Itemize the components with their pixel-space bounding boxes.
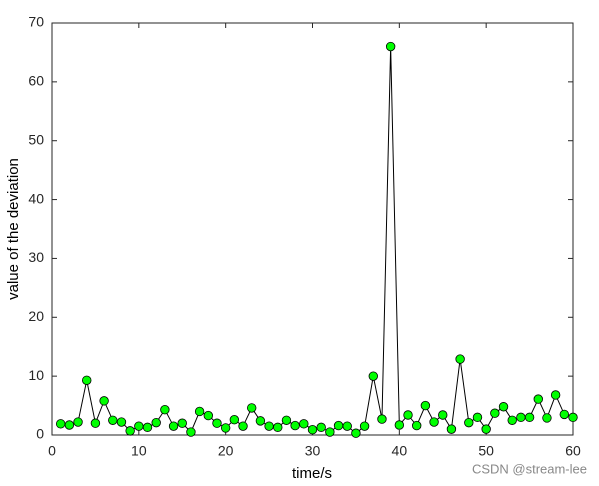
- marker: [429, 417, 439, 427]
- marker: [359, 421, 370, 431]
- marker: [316, 422, 326, 433]
- marker: [299, 419, 309, 429]
- marker: [168, 421, 179, 431]
- marker: [412, 420, 422, 431]
- x-tick-label: 20: [218, 443, 234, 459]
- marker: [307, 425, 318, 435]
- marker: [160, 404, 170, 415]
- marker: [134, 421, 144, 431]
- marker: [151, 417, 161, 428]
- y-tick-label: 10: [28, 367, 44, 383]
- marker: [498, 402, 509, 412]
- marker: [516, 412, 526, 423]
- marker: [438, 410, 448, 420]
- marker: [273, 422, 283, 433]
- marker: [229, 414, 240, 425]
- x-tick-label: 40: [392, 443, 408, 459]
- marker: [264, 421, 274, 431]
- marker: [55, 419, 66, 429]
- marker: [281, 415, 292, 425]
- marker: [247, 403, 257, 413]
- marker: [394, 420, 405, 430]
- marker: [385, 41, 396, 52]
- marker: [142, 422, 153, 433]
- marker: [186, 427, 196, 437]
- marker: [420, 400, 431, 411]
- marker: [342, 421, 352, 431]
- marker: [203, 410, 214, 421]
- marker: [90, 418, 101, 428]
- marker: [542, 413, 552, 423]
- marker: [455, 354, 465, 364]
- plot-area: [51, 22, 574, 436]
- marker: [212, 418, 222, 428]
- y-tick-label: 20: [28, 308, 44, 324]
- marker: [73, 417, 83, 427]
- x-tick-label: 10: [131, 443, 147, 459]
- watermark: CSDN @stream-lee: [472, 461, 587, 476]
- marker: [82, 375, 92, 385]
- y-tick-label: 0: [36, 426, 44, 442]
- marker: [99, 396, 109, 406]
- x-tick-label: 50: [478, 443, 494, 459]
- marker: [194, 406, 205, 417]
- marker: [524, 412, 535, 423]
- marker: [559, 409, 570, 420]
- marker: [125, 426, 135, 436]
- marker: [568, 412, 578, 423]
- marker: [333, 420, 344, 431]
- marker: [108, 415, 118, 425]
- x-axis-label: time/s: [292, 465, 332, 482]
- marker: [507, 415, 517, 425]
- marker: [351, 428, 361, 438]
- marker: [550, 390, 561, 400]
- marker: [325, 427, 335, 437]
- marker: [220, 423, 231, 433]
- marker: [481, 424, 491, 434]
- y-tick-label: 70: [28, 14, 44, 30]
- marker: [290, 420, 300, 431]
- marker: [238, 421, 248, 431]
- y-tick-label: 60: [28, 73, 44, 89]
- y-axis-label: value of the deviation: [5, 158, 22, 300]
- marker: [377, 414, 387, 424]
- marker: [255, 416, 266, 426]
- marker: [64, 420, 75, 430]
- x-tick-label: 30: [305, 443, 321, 459]
- marker: [403, 410, 413, 420]
- x-tick-label: 0: [48, 443, 56, 459]
- y-tick-label: 40: [28, 190, 44, 206]
- x-tick-label: 60: [565, 443, 581, 459]
- y-tick-label: 50: [28, 131, 44, 147]
- marker: [446, 424, 457, 434]
- y-tick-label: 30: [28, 249, 44, 265]
- marker: [490, 408, 500, 418]
- marker: [116, 417, 127, 427]
- marker: [533, 394, 543, 404]
- marker: [177, 418, 187, 428]
- marker: [368, 371, 378, 381]
- marker: [472, 412, 483, 423]
- marker: [464, 417, 474, 428]
